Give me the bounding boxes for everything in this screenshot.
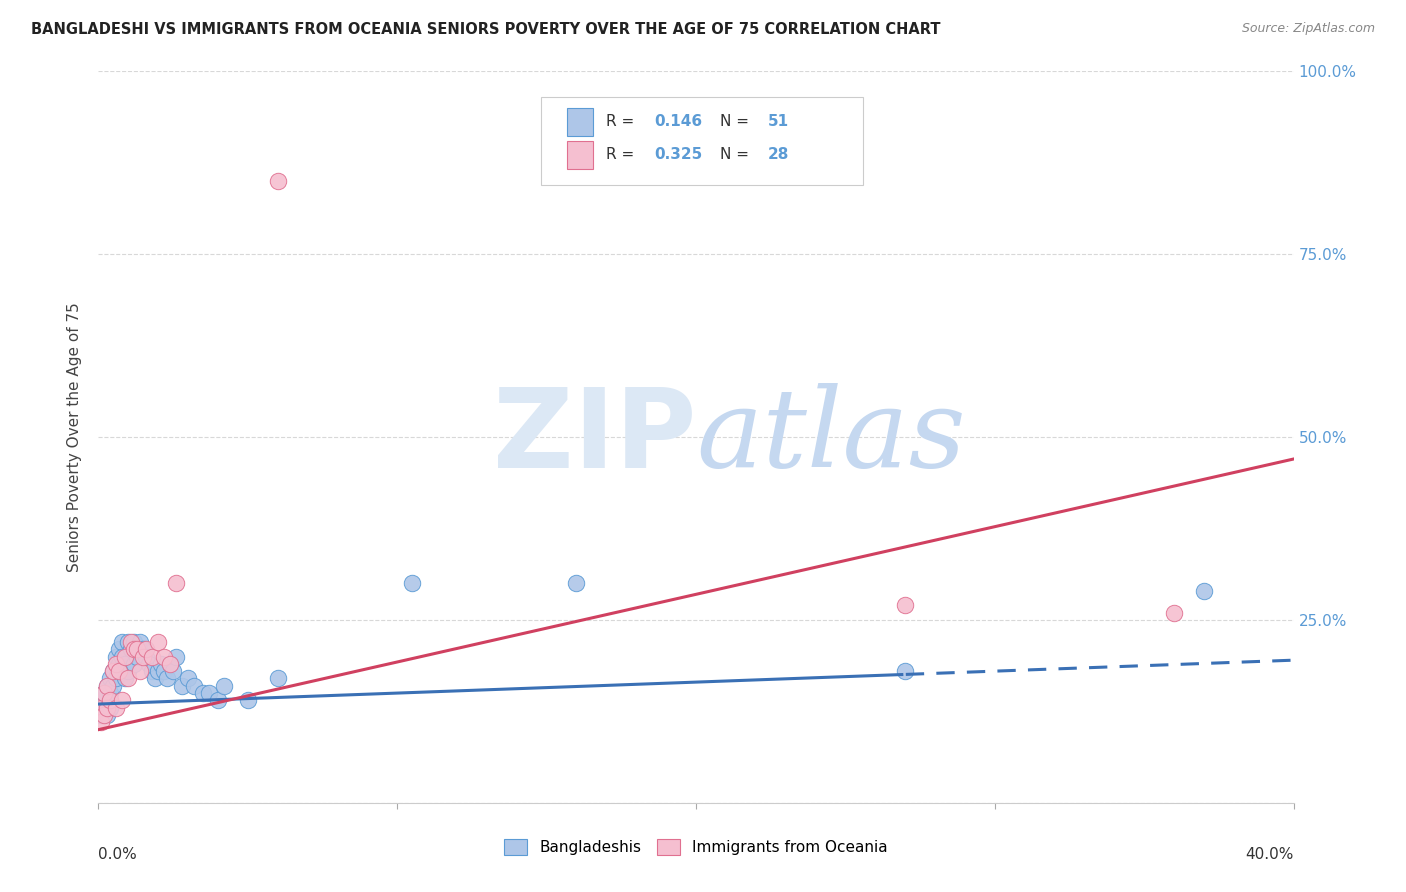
Point [401,576,423,591]
Point [93,708,115,723]
Point [108,657,131,671]
Point [111,635,134,649]
Text: 28: 28 [768,147,789,162]
Text: ZIP: ZIP [492,384,696,491]
Point [103,664,125,678]
Point [150,657,173,671]
Point [141,649,163,664]
Bar [567,108,593,136]
Point [103,679,125,693]
Point [120,642,142,657]
Point [132,642,155,657]
Point [143,672,166,686]
Point [162,664,184,678]
Point [165,649,187,664]
Point [108,664,131,678]
Point [138,657,160,671]
Point [267,672,290,686]
Point [90,700,112,714]
Point [159,657,181,671]
Point [177,672,200,686]
Text: 0.146: 0.146 [654,114,702,129]
Point [894,599,917,613]
Point [90,715,112,730]
Point [124,642,146,657]
Point [1163,606,1185,620]
Point [90,708,112,723]
Point [207,693,229,707]
Text: 0.0%: 0.0% [98,847,138,862]
Point [132,649,155,664]
Point [120,635,142,649]
Point [111,649,134,664]
Point [124,635,146,649]
Point [148,664,170,678]
Point [129,635,152,649]
Point [156,672,179,686]
Point [165,576,187,591]
Point [90,693,112,707]
Text: Source: ZipAtlas.com: Source: ZipAtlas.com [1241,22,1375,36]
Point [894,664,917,678]
Text: atlas: atlas [696,384,966,491]
Point [93,686,115,700]
Point [141,664,163,678]
Point [96,700,118,714]
Y-axis label: Seniors Poverty Over the Age of 75: Seniors Poverty Over the Age of 75 [67,302,83,572]
Point [98,686,122,700]
Point [135,642,157,657]
Point [124,657,146,671]
Point [93,686,115,700]
Point [96,679,118,693]
Point [103,664,125,678]
Point [135,649,157,664]
Text: BANGLADESHI VS IMMIGRANTS FROM OCEANIA SENIORS POVERTY OVER THE AGE OF 75 CORREL: BANGLADESHI VS IMMIGRANTS FROM OCEANIA S… [31,22,941,37]
Point [96,679,118,693]
Point [114,649,136,664]
Point [111,693,134,707]
Point [105,657,128,671]
Text: 51: 51 [768,114,789,129]
Text: 40.0%: 40.0% [1246,847,1294,862]
Point [114,657,136,671]
FancyBboxPatch shape [541,97,863,185]
Point [98,672,122,686]
Text: R =: R = [606,147,640,162]
Text: N =: N = [720,147,754,162]
Text: 0.325: 0.325 [654,147,703,162]
Point [129,664,152,678]
Point [105,672,128,686]
Legend: Bangladeshis, Immigrants from Oceania: Bangladeshis, Immigrants from Oceania [498,833,894,861]
Point [117,672,139,686]
Point [153,649,176,664]
Point [93,700,115,714]
Point [117,664,139,678]
Point [1192,583,1215,598]
Point [114,672,136,686]
Point [236,693,259,707]
Point [117,635,139,649]
Point [172,679,194,693]
Point [98,693,122,707]
Bar [567,141,593,169]
Point [108,642,131,657]
Point [105,649,128,664]
Point [153,664,176,678]
Point [159,657,181,671]
Point [198,686,221,700]
Point [183,679,205,693]
Text: R =: R = [606,114,640,129]
Point [105,700,128,714]
Point [212,679,235,693]
Point [98,700,122,714]
Point [148,635,170,649]
Point [127,642,149,657]
Point [127,649,149,664]
Text: N =: N = [720,114,754,129]
Point [191,686,214,700]
Point [565,576,588,591]
Point [96,708,118,723]
Point [267,174,290,188]
